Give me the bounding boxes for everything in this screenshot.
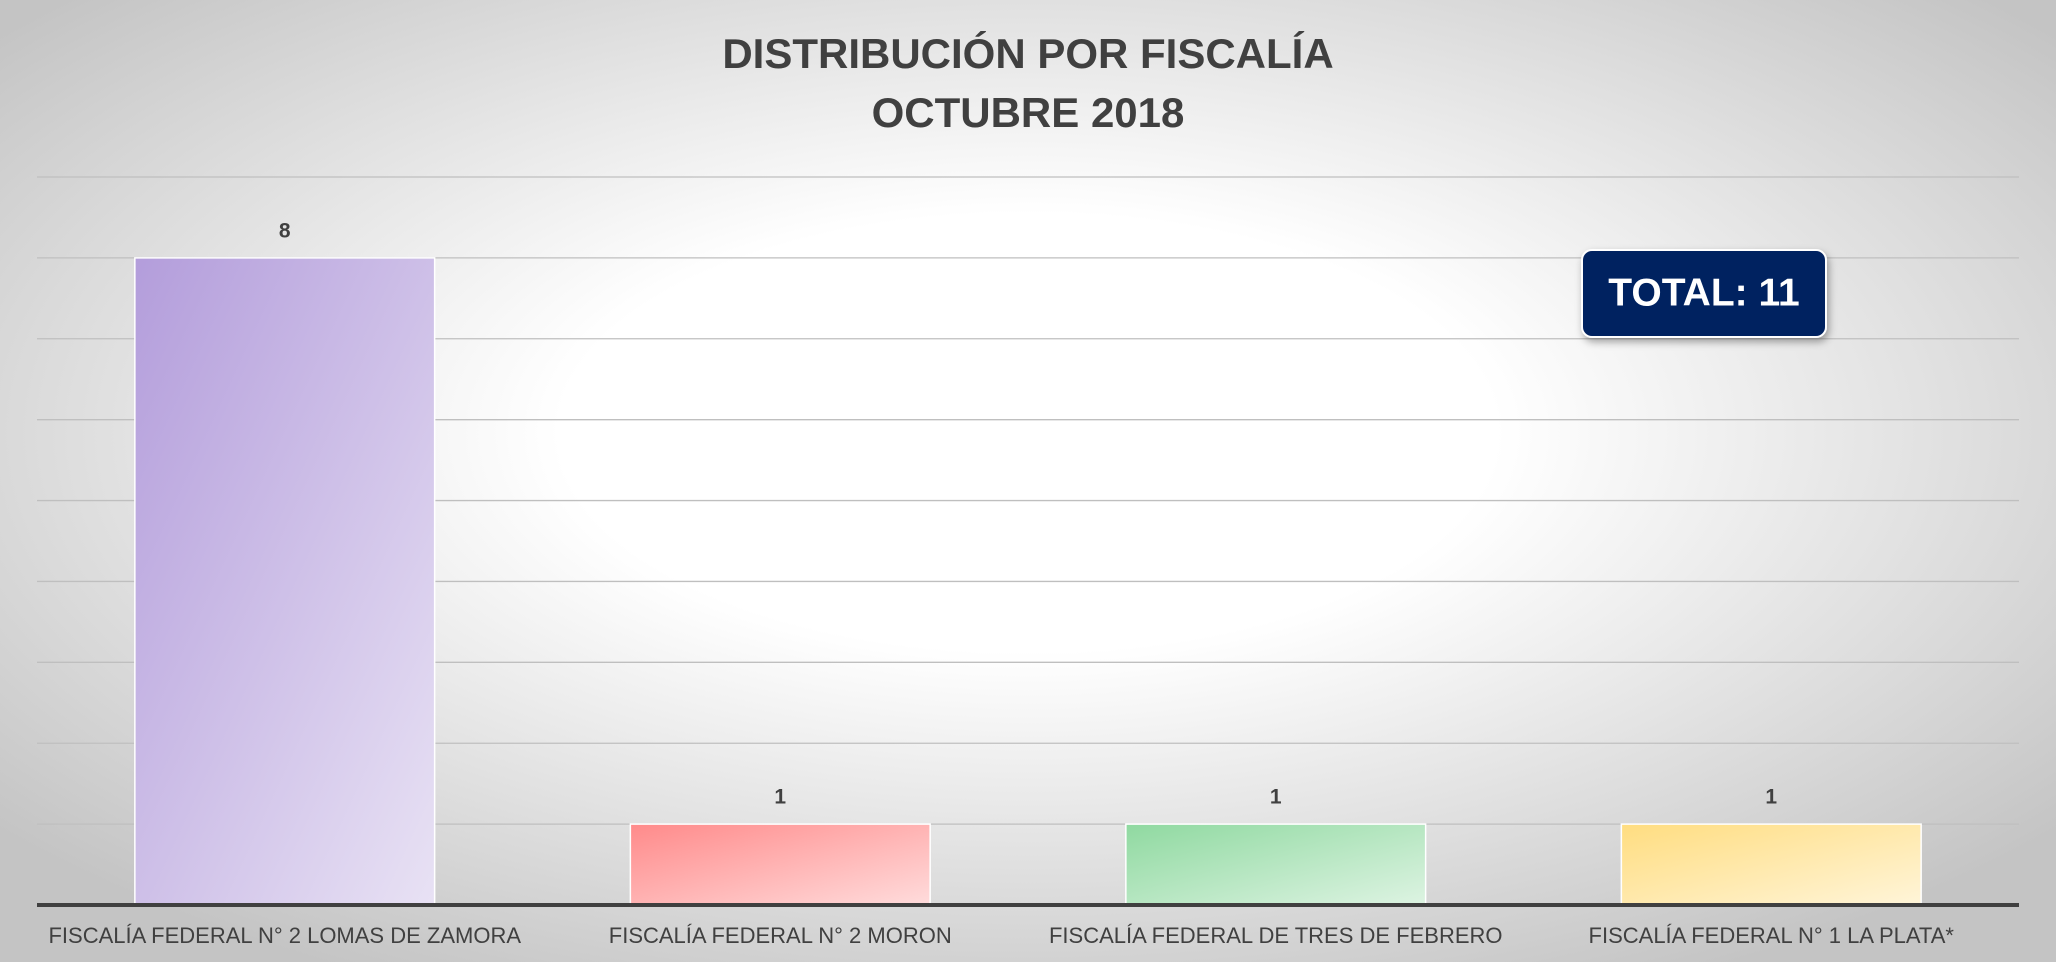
annotation-box: [1581, 249, 1827, 338]
x-tick-label: FISCALÍA FEDERAL N° 2 MORON: [609, 923, 952, 948]
chart-title: DISTRIBUCIÓN POR FISCALÍA: [722, 29, 1333, 77]
data-label: 1: [1765, 786, 1777, 809]
data-label: 1: [1270, 786, 1282, 809]
x-tick-label: FISCALÍA FEDERAL DE TRES DE FEBRERO: [1049, 923, 1503, 948]
chart-title: OCTUBRE 2018: [872, 89, 1185, 136]
bar: [134, 257, 436, 906]
data-label: 8: [279, 219, 291, 242]
x-tick-label: FISCALÍA FEDERAL N° 2 LOMAS DE ZAMORA: [48, 923, 521, 948]
bar: [629, 823, 931, 906]
annotation: TOTAL: 11: [1608, 271, 1799, 314]
data-label: 1: [774, 786, 786, 809]
bar: [1620, 823, 1922, 906]
bar: [1125, 823, 1427, 906]
x-tick-label: FISCALÍA FEDERAL N° 1 LA PLATA*: [1589, 923, 1955, 948]
total-box: TOTAL: 11: [1581, 249, 1827, 338]
